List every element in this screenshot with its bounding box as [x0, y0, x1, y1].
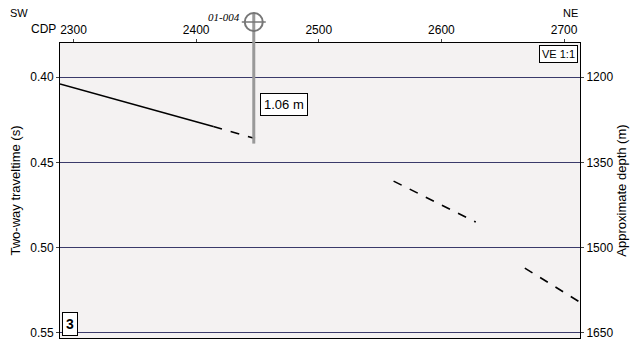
svg-text:2500: 2500: [305, 23, 332, 37]
svg-text:1350: 1350: [586, 156, 613, 170]
svg-text:VE 1:1: VE 1:1: [542, 48, 575, 60]
svg-text:2400: 2400: [183, 23, 210, 37]
svg-text:0.40: 0.40: [30, 70, 54, 84]
svg-text:3: 3: [66, 316, 74, 332]
svg-text:Two-way traveltime (s): Two-way traveltime (s): [8, 125, 23, 255]
svg-text:Approximate depth (m): Approximate depth (m): [614, 124, 629, 256]
svg-text:1.06 m: 1.06 m: [264, 97, 304, 112]
svg-text:1200: 1200: [586, 70, 613, 84]
svg-text:SW: SW: [10, 7, 28, 19]
svg-text:2700: 2700: [551, 23, 578, 37]
svg-text:0.55: 0.55: [30, 326, 54, 340]
svg-text:NE: NE: [563, 7, 578, 19]
svg-text:2300: 2300: [60, 23, 87, 37]
svg-text:0.45: 0.45: [30, 156, 54, 170]
svg-text:2600: 2600: [428, 23, 455, 37]
svg-text:01-004: 01-004: [208, 11, 240, 23]
svg-text:0.50: 0.50: [30, 241, 54, 255]
svg-text:1650: 1650: [586, 326, 613, 340]
svg-text:CDP: CDP: [31, 22, 56, 36]
svg-text:1500: 1500: [586, 241, 613, 255]
